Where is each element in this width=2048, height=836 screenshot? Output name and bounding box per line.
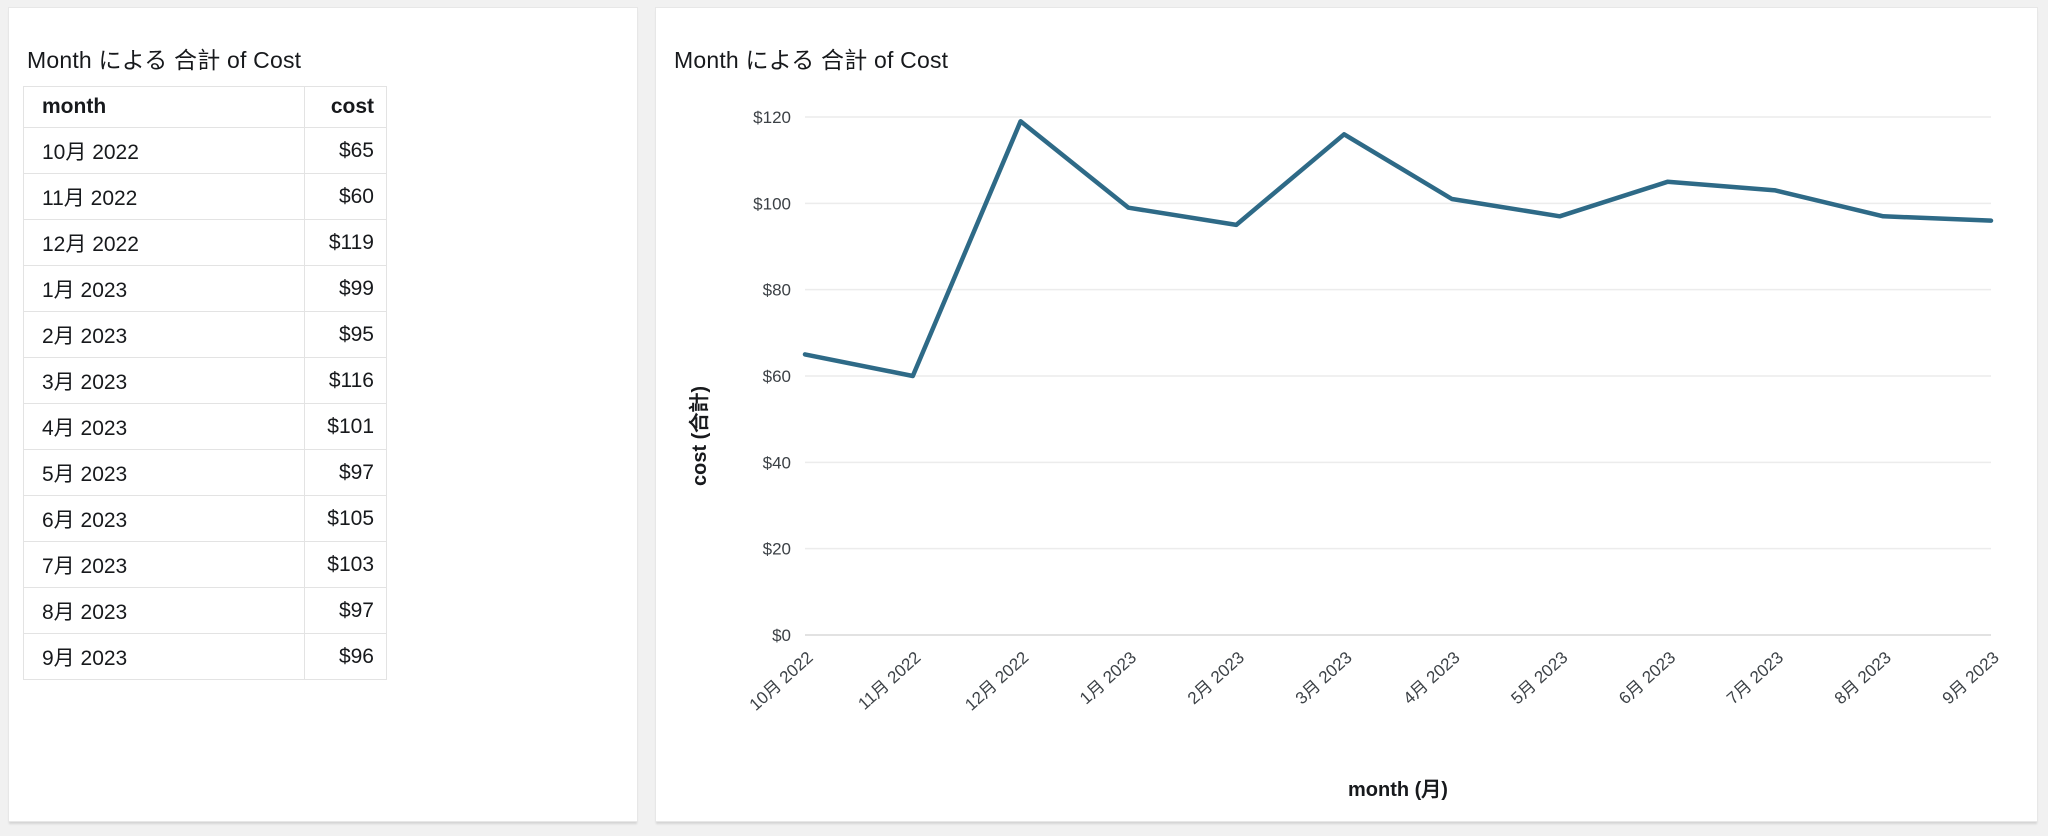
- table-visual-title: Month による 合計 of Cost: [27, 47, 302, 73]
- cost-cell: $105: [304, 495, 387, 542]
- table-visual-card: Month による 合計 of Cost month cost 10月 2022 $…: [8, 7, 638, 822]
- table-row[interactable]: 12月 2022 $119: [23, 219, 387, 266]
- cost-cell: $96: [304, 633, 387, 680]
- x-tick-label: 6月 2023: [1615, 648, 1679, 708]
- table-row[interactable]: 6月 2023 $105: [23, 495, 387, 542]
- x-tick-label: 3月 2023: [1292, 648, 1356, 708]
- y-tick-label: $120: [753, 108, 791, 127]
- cost-line-series[interactable]: [802, 119, 1994, 379]
- x-tick-label: 2月 2023: [1184, 648, 1248, 708]
- cost-cell: $99: [304, 265, 387, 312]
- table-row[interactable]: 5月 2023 $97: [23, 449, 387, 496]
- table-row[interactable]: 2月 2023 $95: [23, 311, 387, 358]
- y-tick-label: $60: [763, 367, 791, 386]
- cost-table: month cost 10月 2022 $65 11月 2022 $60 12月 2022…: [23, 86, 387, 680]
- month-cell: 12月 2022: [23, 219, 305, 266]
- cost-cell: $97: [304, 449, 387, 496]
- table-row[interactable]: 7月 2023 $103: [23, 541, 387, 588]
- month-cell: 3月 2023: [23, 357, 305, 404]
- month-cell: 5月 2023: [23, 449, 305, 496]
- month-cell: 8月 2023: [23, 587, 305, 634]
- table-row[interactable]: 4月 2023 $101: [23, 403, 387, 450]
- cost-cell: $60: [304, 173, 387, 220]
- x-tick-label: 10月 2022: [746, 648, 817, 715]
- month-cell: 7月 2023: [23, 541, 305, 588]
- cost-cell: $103: [304, 541, 387, 588]
- column-header-month: month: [23, 86, 305, 128]
- cost-cell: $101: [304, 403, 387, 450]
- table-row[interactable]: 8月 2023 $97: [23, 587, 387, 634]
- table-row[interactable]: 10月 2022 $65: [23, 127, 387, 174]
- cost-cell: $65: [304, 127, 387, 174]
- table-row[interactable]: 1月 2023 $99: [23, 265, 387, 312]
- x-tick-label: 9月 2023: [1939, 648, 2003, 708]
- y-tick-label: $20: [763, 540, 791, 559]
- x-tick-label: 1月 2023: [1076, 648, 1140, 708]
- y-axis-title: cost (合計): [687, 386, 711, 486]
- x-tick-label: 8月 2023: [1831, 648, 1895, 708]
- month-cell: 1月 2023: [23, 265, 305, 312]
- x-tick-label: 5月 2023: [1507, 648, 1571, 708]
- table-header-row: month cost: [23, 86, 387, 128]
- y-tick-label: $80: [763, 281, 791, 300]
- cost-cell: $116: [304, 357, 387, 404]
- line-chart-title: Month による 合計 of Cost: [674, 47, 949, 73]
- month-cell: 2月 2023: [23, 311, 305, 358]
- column-header-cost: cost: [304, 86, 387, 128]
- y-tick-label: $0: [772, 626, 791, 645]
- y-tick-label: $100: [753, 194, 791, 213]
- month-cell: 6月 2023: [23, 495, 305, 542]
- month-cell: 11月 2022: [23, 173, 305, 220]
- cost-cell: $95: [304, 311, 387, 358]
- month-cell: 9月 2023: [23, 633, 305, 680]
- x-tick-label: 12月 2022: [961, 648, 1032, 715]
- cost-cell: $119: [304, 219, 387, 266]
- cost-cell: $97: [304, 587, 387, 634]
- line-chart-visual-card: Month による 合計 of Cost $0 $20 $40 $60 $80 $100 $…: [655, 7, 2038, 822]
- y-tick-label: $40: [763, 453, 791, 472]
- month-cell: 10月 2022: [23, 127, 305, 174]
- x-axis-title: month (月): [1348, 779, 1448, 801]
- month-cell: 4月 2023: [23, 403, 305, 450]
- x-tick-label: 11月 2022: [854, 648, 924, 714]
- x-tick-label: 7月 2023: [1723, 648, 1787, 708]
- table-row[interactable]: 3月 2023 $116: [23, 357, 387, 404]
- line-chart[interactable]: $0 $20 $40 $60 $80 $100 $120 10月 2022 11月 2022 12…: [656, 8, 2037, 821]
- table-row[interactable]: 11月 2022 $60: [23, 173, 387, 220]
- table-row[interactable]: 9月 2023 $96: [23, 633, 387, 680]
- x-tick-label: 4月 2023: [1400, 648, 1464, 708]
